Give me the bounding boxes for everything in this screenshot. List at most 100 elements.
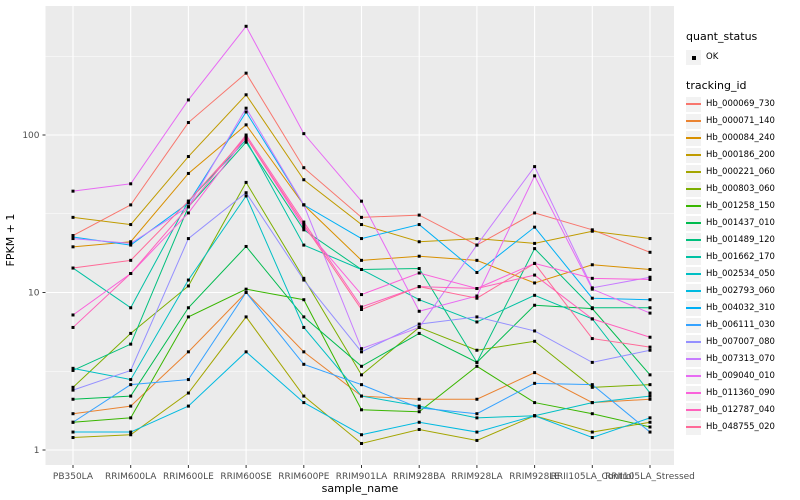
legend-entry-label: Hb_001258_150	[706, 201, 775, 211]
data-point-Hb_007313_070	[302, 203, 306, 207]
data-point-Hb_000069_730	[360, 215, 363, 219]
data-point-Hb_002534_050	[186, 278, 190, 282]
data-point-Hb_006111_030	[244, 291, 248, 294]
legend-key-box	[686, 283, 701, 299]
legend-key-box	[686, 215, 701, 231]
legend-entry-label: Hb_000186_200	[706, 150, 775, 160]
data-point-Hb_002534_050	[648, 394, 652, 398]
data-point-Hb_000186_200	[590, 229, 594, 233]
legend-entry-Hb_000084_240: Hb_000084_240	[686, 130, 798, 146]
data-point-Hb_001489_120	[244, 140, 248, 144]
data-point-Hb_000071_140	[475, 397, 479, 401]
legend-entry-label: Hb_048755_020	[706, 422, 775, 432]
data-point-Hb_001437_010	[302, 315, 306, 319]
data-point-Hb_009040_010	[302, 132, 306, 136]
data-point-Hb_006111_030	[302, 362, 306, 366]
data-point-Hb_007007_080	[71, 388, 75, 392]
data-point-Hb_001258_150	[244, 287, 248, 291]
data-point-Hb_001489_120	[475, 360, 479, 364]
data-point-Hb_009040_010	[186, 98, 190, 102]
legend-key-line	[686, 120, 701, 122]
legend-entry-label: Hb_000071_140	[706, 116, 775, 126]
data-point-Hb_006111_030	[533, 381, 537, 385]
data-point-Hb_002534_050	[129, 378, 133, 382]
data-point-Hb_000186_200	[417, 240, 421, 244]
data-point-Hb_006111_030	[475, 412, 479, 416]
data-point-Hb_001489_120	[533, 247, 537, 251]
data-point-Hb_000186_200	[475, 237, 479, 241]
data-point-Hb_002793_060	[360, 433, 363, 437]
data-point-Hb_002534_050	[417, 404, 421, 408]
data-point-Hb_007007_080	[186, 237, 190, 241]
data-point-Hb_001437_010	[360, 364, 363, 368]
ok-label: OK	[706, 52, 719, 62]
legend-key-line	[686, 409, 701, 411]
data-point-Hb_012787_040	[475, 287, 479, 291]
data-point-Hb_004032_310	[186, 201, 190, 205]
data-point-Hb_001437_010	[129, 394, 133, 398]
legend-key-box	[686, 300, 701, 316]
y-axis-title: FPKM + 1	[4, 214, 17, 267]
data-point-Hb_002793_060	[186, 404, 190, 408]
data-point-Hb_009040_010	[360, 199, 363, 203]
data-point-Hb_002793_060	[648, 416, 652, 420]
legend-entry-Hb_001437_010: Hb_001437_010	[686, 215, 798, 231]
data-point-Hb_006111_030	[648, 430, 652, 434]
data-point-Hb_002793_060	[71, 430, 75, 434]
data-point-Hb_002534_050	[71, 366, 75, 370]
legend-key-box	[686, 164, 701, 180]
data-point-Hb_012787_040	[302, 220, 306, 224]
data-point-Hb_000803_060	[244, 180, 248, 184]
legend-entry-Hb_007007_080: Hb_007007_080	[686, 334, 798, 350]
legend-key-box	[686, 147, 701, 163]
data-point-Hb_007007_080	[475, 315, 479, 319]
legend-entry-Hb_006111_030: Hb_006111_030	[686, 317, 798, 333]
legend-entry-Hb_000069_730: Hb_000069_730	[686, 96, 798, 112]
data-point-Hb_004032_310	[475, 270, 479, 274]
legend-entry-label: Hb_004032_310	[706, 303, 775, 313]
data-point-Hb_002793_060	[129, 430, 133, 434]
legend-key-line	[686, 426, 701, 428]
data-point-Hb_000071_140	[417, 397, 421, 401]
data-point-Hb_009040_010	[648, 311, 652, 315]
data-point-Hb_001489_120	[302, 228, 306, 232]
data-point-Hb_001662_170	[417, 298, 421, 302]
data-point-Hb_000186_200	[360, 223, 363, 227]
data-point-Hb_000084_240	[129, 240, 133, 244]
data-point-Hb_001437_010	[71, 397, 75, 401]
data-point-Hb_007007_080	[648, 348, 652, 352]
legend-entry-Hb_012787_040: Hb_012787_040	[686, 402, 798, 418]
data-point-Hb_000186_200	[186, 155, 190, 159]
x-tick-label: RRIM600LA	[105, 472, 157, 482]
data-point-Hb_001258_150	[302, 298, 306, 302]
data-point-Hb_000186_200	[129, 223, 133, 227]
data-point-Hb_000221_060	[417, 427, 421, 431]
data-point-Hb_011360_090	[360, 293, 363, 297]
x-tick-label: RRIM928BA	[393, 472, 446, 482]
data-point-Hb_001437_010	[244, 244, 248, 248]
data-point-Hb_001258_150	[360, 408, 363, 412]
data-point-Hb_007007_080	[129, 368, 133, 372]
data-point-Hb_001662_170	[475, 320, 479, 324]
data-point-Hb_012787_040	[129, 272, 133, 276]
data-point-Hb_000803_060	[360, 373, 363, 377]
data-point-Hb_000803_060	[475, 348, 479, 352]
data-point-Hb_048755_020	[360, 307, 363, 311]
data-point-Hb_001662_170	[129, 306, 133, 310]
x-tick-label: RRII105LA_Stressed	[605, 472, 695, 482]
data-point-Hb_000221_060	[475, 438, 479, 442]
data-point-Hb_007313_070	[648, 275, 652, 279]
data-point-Hb_006111_030	[360, 383, 363, 387]
data-point-Hb_000221_060	[71, 436, 75, 440]
y-tick-label: 10	[28, 289, 40, 299]
data-point-Hb_004032_310	[71, 235, 75, 239]
data-point-Hb_009040_010	[71, 189, 75, 193]
data-point-Hb_002793_060	[302, 401, 306, 405]
legend-entry-Hb_000186_200: Hb_000186_200	[686, 147, 798, 163]
data-point-Hb_001437_010	[417, 331, 421, 335]
data-point-Hb_048755_020	[302, 223, 306, 227]
data-point-Hb_007313_070	[244, 106, 248, 110]
legend-entry-Hb_000071_140: Hb_000071_140	[686, 113, 798, 129]
legend-entry-label: Hb_001489_120	[706, 235, 775, 245]
